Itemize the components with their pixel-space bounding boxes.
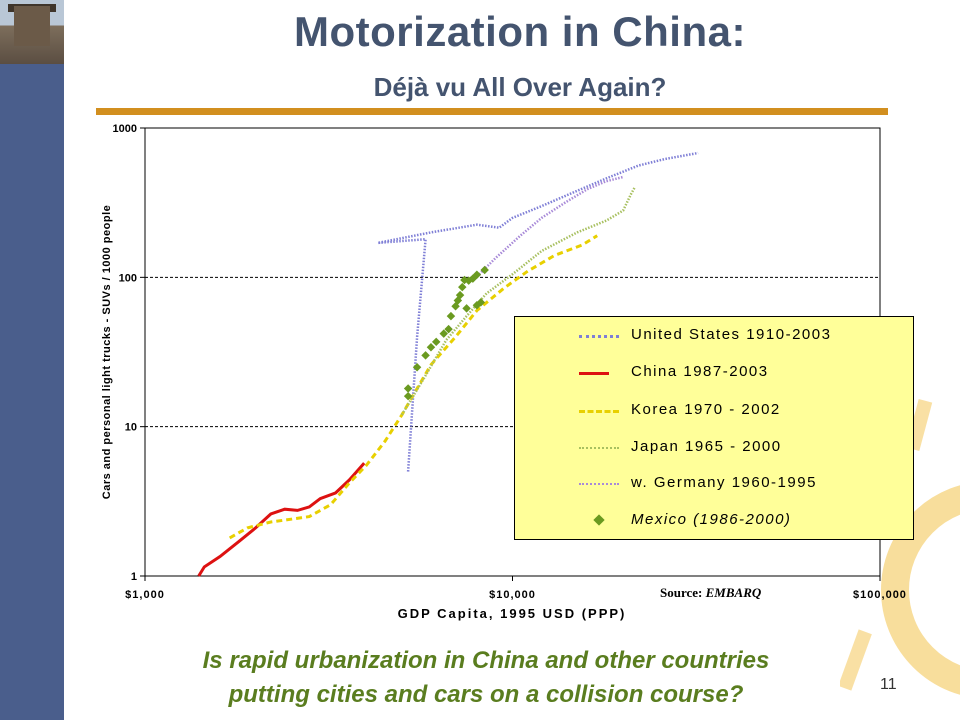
series-point-mexico <box>431 337 441 347</box>
closing-question: Is rapid urbanization in China and other… <box>96 644 876 712</box>
title-underline-rule <box>96 108 888 115</box>
y-tick-label: 1 <box>131 571 137 583</box>
series-line-japan <box>400 186 636 416</box>
tower-body <box>14 6 50 46</box>
bell-tower-photo <box>0 0 64 64</box>
legend-swatch-korea <box>579 410 619 413</box>
source-name: EMBARQ <box>705 585 762 600</box>
slide-subtitle: Déjà vu All Over Again? <box>373 72 667 102</box>
series-point-mexico <box>472 270 482 280</box>
series-point-mexico <box>403 384 413 393</box>
legend-label-germany: w. Germany 1960-1995 <box>631 474 817 491</box>
series-point-mexico <box>412 362 422 372</box>
series-point-mexico <box>455 290 465 300</box>
left-sidebar-bar <box>0 0 64 720</box>
page-number: 11 <box>880 676 897 693</box>
legend-item-germany: w. Germany 1960-1995 <box>515 473 913 495</box>
legend-item-japan: Japan 1965 - 2000 <box>515 437 913 459</box>
question-line-1: Is rapid urbanization in China and other… <box>202 647 770 674</box>
series-point-mexico <box>480 265 489 275</box>
y-axis-ticks: 1 10 100 1000 <box>113 123 145 583</box>
source-label: Source: <box>660 585 703 600</box>
y-axis-label: Cars and personal light trucks - SUVs / … <box>101 205 113 499</box>
legend-item-mexico: Mexico (1986-2000) <box>515 510 913 532</box>
x-axis-label: GDP Capita, 1995 USD (PPP) <box>398 606 627 621</box>
series-point-mexico <box>476 298 486 307</box>
legend-swatch-us <box>579 335 619 338</box>
legend-label-us: United States 1910-2003 <box>631 326 832 343</box>
legend-label-japan: Japan 1965 - 2000 <box>631 438 782 455</box>
legend-label-mexico: Mexico (1986-2000) <box>631 511 792 528</box>
y-tick-label: 10 <box>125 422 137 434</box>
x-tick-label: $1,000 <box>125 589 165 601</box>
legend-label-korea: Korea 1970 - 2002 <box>631 401 781 418</box>
chart-legend: United States 1910-2003 China 1987-2003 … <box>514 316 914 540</box>
legend-item-china: China 1987-2003 <box>515 362 913 384</box>
source-note: Source: EMBARQ <box>660 585 761 601</box>
series-point-mexico <box>421 351 430 360</box>
x-axis-ticks: $1,000 $10,000 $100,000 <box>125 576 907 601</box>
legend-swatch-mexico <box>593 514 605 526</box>
y-tick-label: 100 <box>119 272 137 284</box>
series-layer <box>197 151 699 577</box>
series-point-mexico <box>426 343 436 352</box>
legend-label-china: China 1987-2003 <box>631 363 769 380</box>
legend-swatch-germany <box>579 483 619 485</box>
series-point-mexico <box>403 391 413 401</box>
series-point-mexico <box>446 311 456 321</box>
series-point-mexico <box>462 304 471 313</box>
series-point-mexico <box>439 329 448 338</box>
series-line-china <box>197 462 366 577</box>
question-line-2: putting cities and cars on a collision c… <box>228 681 744 708</box>
legend-item-korea: Korea 1970 - 2002 <box>515 400 913 422</box>
legend-swatch-china <box>579 372 609 375</box>
x-tick-label: $10,000 <box>489 589 536 601</box>
x-tick-label: $100,000 <box>853 589 907 601</box>
series-point-mexico <box>458 282 467 292</box>
series-point-mexico <box>444 324 453 334</box>
legend-item-us: United States 1910-2003 <box>515 325 913 347</box>
y-tick-label: 1000 <box>113 123 137 135</box>
slide-title: Motorization in China: <box>294 8 746 55</box>
legend-swatch-japan <box>579 447 619 449</box>
